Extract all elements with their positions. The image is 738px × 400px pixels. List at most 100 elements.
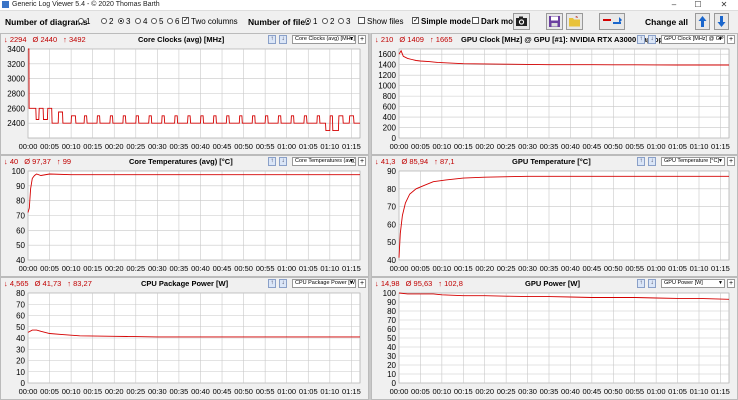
y-tick-label: 40: [16, 256, 25, 265]
diagram-count-label-3: 3: [126, 17, 131, 26]
y-tick-label: 20: [387, 361, 396, 370]
file-count-label-2: 2: [330, 17, 335, 26]
two-columns-checkbox[interactable]: ✓: [182, 17, 189, 24]
y-tick-label: 30: [16, 345, 25, 354]
maximize-icon[interactable]: ☐: [694, 0, 702, 9]
move-up-button[interactable]: [695, 13, 710, 30]
panel-header: ↓ 2294 Ø 2440 ↑ 3492 Core Clocks (avg) [MHz…: [1, 34, 368, 46]
y-tick-label: 3200: [7, 60, 25, 69]
diagram-count-radio-1[interactable]: [78, 18, 84, 24]
change-all-label: Change all: [645, 17, 688, 27]
open-folder-button[interactable]: [566, 13, 583, 30]
move-down-button[interactable]: [714, 13, 729, 30]
chevron-down-icon: ▼: [718, 280, 723, 286]
sensor-select[interactable]: GPU Temperature [°C] ▼: [661, 157, 725, 166]
x-tick-label: 00:40: [191, 142, 210, 151]
x-tick-label: 01:10: [320, 264, 339, 273]
stat-min: ↓ 14,98: [375, 279, 400, 288]
file-count-radio-1[interactable]: [305, 18, 311, 24]
number-of-diagrams-label: Number of diagrams: [5, 17, 88, 27]
x-tick-label: 00:15: [454, 264, 473, 273]
simple-mode-checkbox[interactable]: ✓: [412, 17, 419, 24]
camera-button[interactable]: [513, 13, 530, 30]
move-panel-down-icon[interactable]: ↓: [648, 35, 656, 44]
move-panel-down-icon[interactable]: ↓: [648, 157, 656, 166]
x-tick-label: 00:45: [213, 264, 232, 273]
panel-gpu-power: ↓ 14,98 Ø 95,63 ↑ 102,8 GPU Power [W] ↑ ↓ GPU …: [371, 277, 738, 400]
diagram-count-label-2: 2: [109, 17, 114, 26]
move-panel-down-icon[interactable]: ↓: [279, 35, 287, 44]
panel-stats: ↓ 210 Ø 1409 ↑ 1665: [375, 35, 459, 45]
minimize-icon[interactable]: –: [671, 0, 677, 9]
diagram-count-radio-3[interactable]: [118, 18, 124, 24]
series-line: [28, 48, 360, 132]
series-line: [27, 173, 360, 213]
add-sensor-button[interactable]: +: [358, 35, 366, 44]
y-tick-label: 200: [383, 124, 397, 133]
move-panel-up-icon[interactable]: ↑: [637, 35, 645, 44]
x-tick-label: 01:15: [342, 387, 361, 396]
dark-mode-checkbox[interactable]: [472, 17, 479, 24]
x-tick-label: 01:05: [299, 387, 318, 396]
x-tick-label: 00:45: [213, 387, 232, 396]
y-tick-label: 1200: [378, 71, 396, 80]
add-sensor-button[interactable]: +: [358, 279, 366, 288]
y-tick-label: 1400: [378, 61, 396, 70]
x-tick-label: 00:15: [454, 142, 473, 151]
sensor-select[interactable]: Core Temperatures (avg) ▼: [292, 157, 356, 166]
x-tick-label: 00:30: [148, 387, 167, 396]
x-tick-label: 01:15: [711, 387, 730, 396]
y-tick-label: 0: [392, 134, 397, 143]
file-count-radio-2[interactable]: [322, 18, 328, 24]
move-panel-up-icon[interactable]: ↑: [637, 279, 645, 288]
show-files-checkbox[interactable]: [358, 17, 365, 24]
y-tick-label: 1000: [378, 82, 396, 91]
x-tick-label: 00:45: [582, 387, 601, 396]
x-tick-label: 01:15: [342, 142, 361, 151]
two-columns-label: Two columns: [191, 17, 238, 26]
y-tick-label: 50: [387, 238, 396, 247]
x-tick-label: 01:10: [690, 264, 709, 273]
x-tick-label: 01:10: [320, 142, 339, 151]
x-tick-label: 01:10: [690, 387, 709, 396]
save-icon: [549, 16, 560, 27]
x-tick-label: 00:40: [191, 264, 210, 273]
chevron-down-icon: ▼: [349, 158, 354, 164]
diagram-count-radio-4[interactable]: [135, 18, 141, 24]
x-tick-label: 00:00: [19, 142, 38, 151]
add-sensor-button[interactable]: +: [727, 157, 735, 166]
panel-header: ↓ 210 Ø 1409 ↑ 1665 GPU Clock [MHz] @ GPU […: [372, 34, 737, 46]
move-panel-down-icon[interactable]: ↓: [279, 157, 287, 166]
save-button[interactable]: [546, 13, 563, 30]
diagram-count-radio-6[interactable]: [167, 18, 173, 24]
x-tick-label: 01:10: [690, 142, 709, 151]
sensor-select[interactable]: CPU Package Power [W] ▼: [292, 279, 356, 288]
panel-stats: ↓ 4,565 Ø 41,73 ↑ 83,27: [4, 279, 98, 289]
add-sensor-button[interactable]: +: [727, 279, 735, 288]
y-tick-label: 90: [16, 182, 25, 191]
sensor-select[interactable]: GPU Power [W] ▼: [661, 279, 725, 288]
add-sensor-button[interactable]: +: [727, 35, 735, 44]
y-tick-label: 50: [16, 241, 25, 250]
series-line: [27, 329, 360, 338]
move-panel-up-icon[interactable]: ↑: [268, 157, 276, 166]
x-tick-label: 00:50: [234, 142, 253, 151]
move-panel-up-icon[interactable]: ↑: [268, 279, 276, 288]
diagram-count-radio-2[interactable]: [101, 18, 107, 24]
panel-title: Core Temperatures (avg) [°C]: [129, 157, 233, 166]
swap-button[interactable]: [599, 13, 625, 30]
move-panel-down-icon[interactable]: ↓: [279, 279, 287, 288]
x-tick-label: 00:05: [411, 264, 430, 273]
close-icon[interactable]: ✕: [720, 0, 728, 9]
move-panel-up-icon[interactable]: ↑: [637, 157, 645, 166]
file-count-radio-3[interactable]: [338, 18, 344, 24]
x-tick-label: 00:10: [62, 142, 81, 151]
add-sensor-button[interactable]: +: [358, 157, 366, 166]
move-panel-down-icon[interactable]: ↓: [648, 279, 656, 288]
move-panel-up-icon[interactable]: ↑: [268, 35, 276, 44]
sensor-select[interactable]: Core Clocks (avg) [MHz] ▼: [292, 35, 356, 44]
y-tick-label: 70: [16, 212, 25, 221]
x-tick-label: 00:10: [62, 387, 81, 396]
diagram-count-radio-5[interactable]: [151, 18, 157, 24]
sensor-select[interactable]: GPU Clock [MHz] @ GPU ▼: [661, 35, 725, 44]
